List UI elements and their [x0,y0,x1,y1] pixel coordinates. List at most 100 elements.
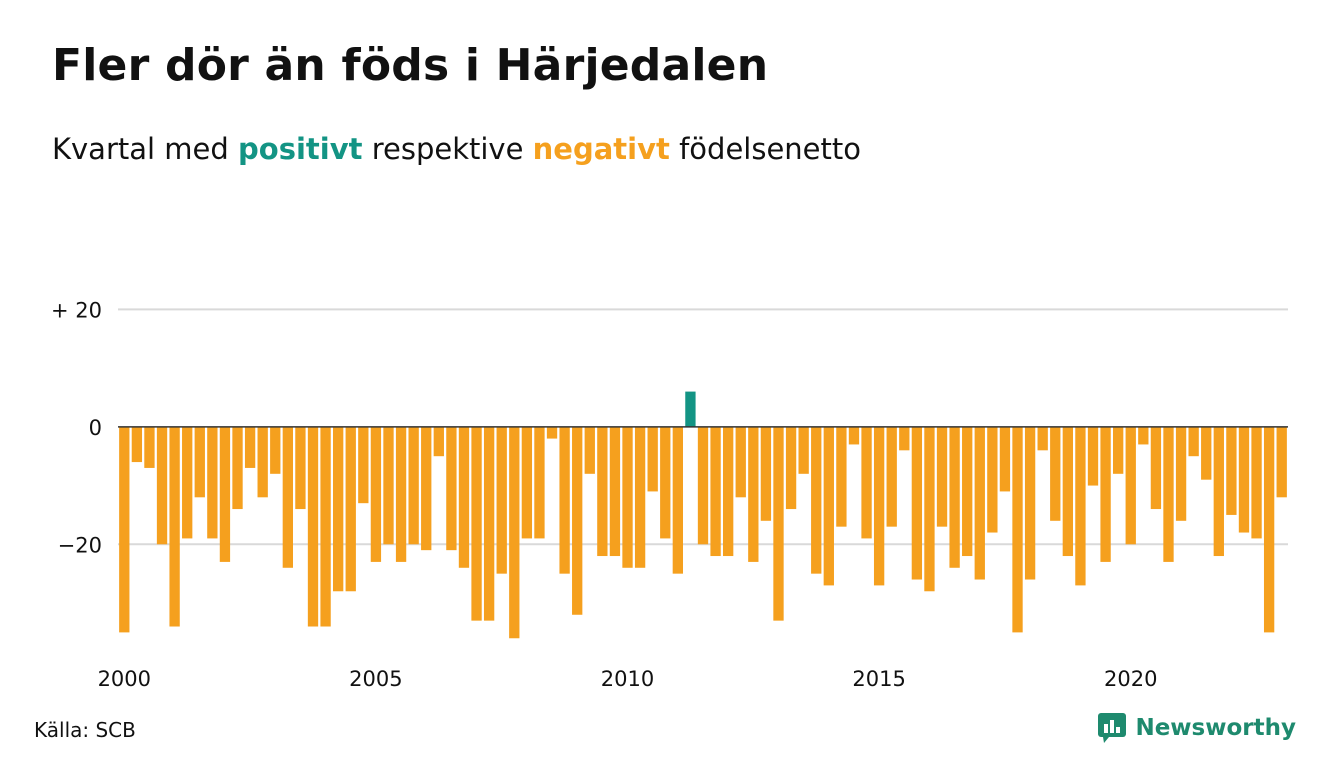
source-note: Källa: SCB [34,718,136,742]
bar [1238,426,1250,533]
bar [999,426,1011,492]
bar [446,426,457,551]
bar [572,426,583,615]
bar [748,426,759,562]
bar [521,426,533,539]
bar [144,426,155,468]
chart-title: Fler dör än föds i Härjedalen [52,40,769,91]
bar [458,426,470,568]
bar [270,426,281,474]
bar [924,426,935,592]
subtitle-text-2: respektive [362,132,533,166]
subtitle-positive-word: positivt [238,132,363,166]
bar [1050,426,1061,521]
bar [873,426,885,586]
bar [395,426,407,562]
bar [710,426,721,557]
bar [433,426,444,457]
bar [546,426,558,439]
bar [584,426,595,474]
bar [785,426,797,510]
bar [823,426,834,586]
bar [257,426,268,498]
bar [697,426,709,545]
bar [647,426,658,492]
bar [1226,426,1237,515]
bar [534,426,545,539]
bar [307,426,319,627]
bar [1075,426,1086,586]
bar [848,426,860,445]
bar [156,426,168,545]
y-tick-label: + 20 [51,298,102,322]
bar [131,426,143,463]
bar [169,426,180,627]
bar [182,426,193,539]
newsworthy-logo-icon [1098,713,1127,743]
bar [345,426,356,592]
bar [295,426,306,510]
bar [836,426,847,527]
bar [1062,426,1073,557]
bar [483,426,495,621]
bar [1263,426,1275,633]
bar [244,426,256,468]
y-tick-label: 0 [89,416,102,440]
bar [798,426,809,474]
bar [1087,426,1099,486]
x-tick-label: 2000 [98,667,151,691]
bar [1012,426,1023,633]
bar [1138,426,1149,445]
bar [760,426,772,521]
bar [496,426,507,574]
bar [1100,426,1111,562]
bar [358,426,369,504]
bar [232,426,243,510]
bar [987,426,998,533]
bar [408,426,419,545]
bar [1276,426,1287,498]
bar [609,426,621,557]
brand-logo[interactable]: Newsworthy [1097,712,1296,744]
bar [773,426,784,621]
bar [471,426,482,621]
bar [1213,426,1224,557]
bar [861,426,872,539]
subtitle-text-3: födelsenetto [669,132,861,166]
bars [119,391,1287,639]
bar [383,426,394,545]
bar [672,426,683,574]
bar [899,426,910,451]
bar [660,426,671,539]
bar [1150,426,1162,510]
x-tick-label: 2015 [852,667,905,691]
x-tick-label: 2005 [349,667,402,691]
bar [282,426,293,568]
bar [1201,426,1212,480]
bar [886,426,897,527]
x-tick-label: 2020 [1104,667,1157,691]
bar [723,426,734,557]
bar [974,426,985,580]
bar [962,426,973,557]
bar [1188,426,1199,457]
bar [1113,426,1124,474]
x-tick-label: 2010 [601,667,654,691]
bar [333,426,344,592]
bar [811,426,822,574]
subtitle-text-1: Kvartal med [52,132,239,166]
bar [1024,426,1036,580]
bar [370,426,382,562]
bar [320,426,331,627]
bar [735,426,746,498]
brand-name: Newsworthy [1135,715,1296,741]
y-axis-ticks: + 20 0 −20 [51,298,102,557]
bar [911,426,923,580]
chart-subtitle: Kvartal med positivt respektive negativt… [52,132,861,166]
bar [1175,426,1187,521]
bar [597,426,608,557]
bar [219,426,231,562]
subtitle-negative-word: negativt [532,132,670,166]
bar [119,426,130,633]
